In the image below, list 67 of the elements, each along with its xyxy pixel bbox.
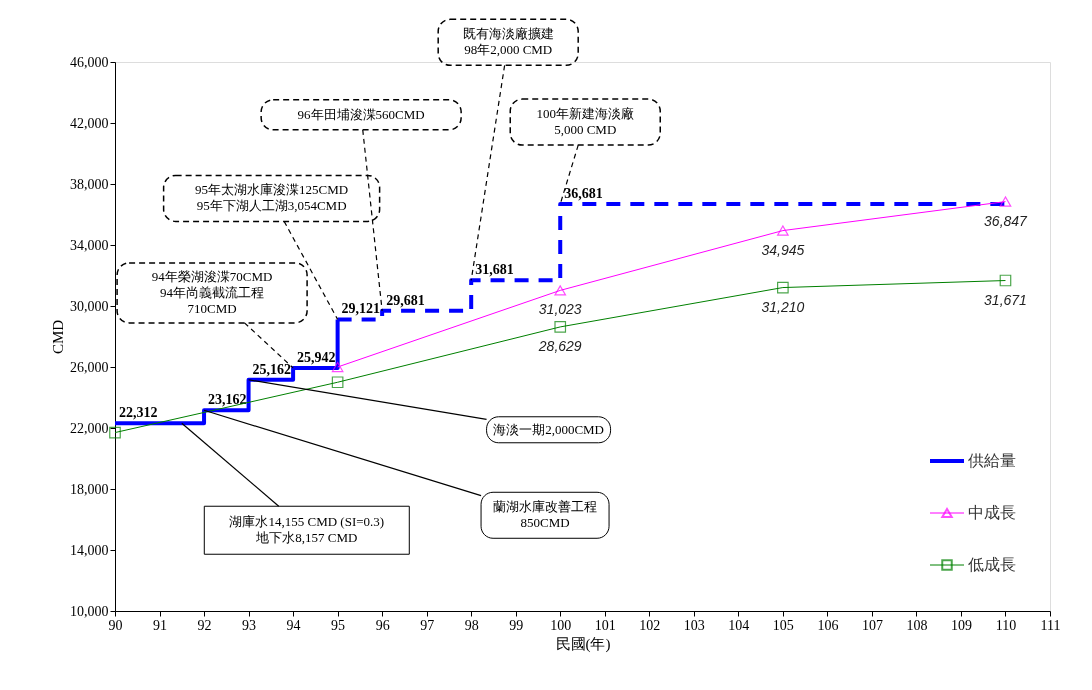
legend-label: 低成長 [968,556,1016,573]
x-tick-label: 103 [683,617,705,633]
data-label: 36,681 [564,186,603,202]
legend-label: 供給量 [968,452,1016,469]
data-label: 34,945 [761,241,805,258]
x-axis-title: 民國(年) [555,635,611,653]
data-label: 31,681 [475,262,514,278]
annotation: 94年榮湖浚渫70CMD 94年尚義截流工程 710CMD [151,268,273,316]
y-axis-title: CMD [50,319,66,355]
annotation: 既有海淡廠擴建 98年2,000 CMD [462,26,554,58]
x-tick-label: 107 [861,617,883,633]
point [109,426,121,439]
point [999,196,1012,207]
annotation: 95年太湖水庫浚渫125CMD 95年下湖人工湖3,054CMD [195,182,349,214]
x-tick-label: 101 [594,617,616,633]
point [331,376,344,389]
x-tick-label: 98 [464,617,479,633]
data-label: 29,681 [386,292,425,308]
legend-label: 中成長 [968,504,1016,521]
annotation: 湖庫水14,155 CMD (SI=0.3) 地下水8,157 CMD [229,514,385,546]
x-tick-label: 94 [286,617,301,633]
data-label: 25,162 [252,361,292,377]
x-tick-label: 105 [772,617,794,633]
x-tick-label: 100 [550,617,572,633]
data-label: 29,121 [341,301,381,317]
data-label: 22,312 [119,405,158,421]
y-tick-label: 42,000 [70,115,109,131]
y-tick-label: 18,000 [70,481,109,497]
data-label: 31,671 [984,291,1027,308]
annotation: 海淡一期2,000CMD [493,421,605,437]
x-tick-label: 109 [950,617,972,633]
point [554,285,567,296]
x-tick-label: 99 [509,617,524,633]
data-label: 25,942 [297,349,336,365]
point [777,225,789,236]
y-tick-label: 38,000 [70,176,109,192]
data-label: 28,629 [537,337,582,354]
annotation: 蘭湖水庫改善工程 850CMD [493,499,598,531]
x-tick-label: 102 [639,617,661,633]
data-label: 36,847 [984,212,1029,229]
y-tick-label: 34,000 [70,237,109,253]
annotation: 96年田埔浚渫560CMD [297,106,425,122]
y-tick-label: 46,000 [70,54,109,70]
point [554,321,567,333]
y-tick-label: 22,000 [70,420,109,436]
x-tick-label: 110 [995,617,1017,633]
x-tick-label: 96 [375,617,390,633]
y-tick-label: 14,000 [70,542,109,558]
point [777,281,789,294]
data-label: 31,210 [761,298,805,315]
y-tick-label: 26,000 [70,359,109,375]
x-tick-label: 91 [153,617,168,633]
x-tick-label: 111 [1040,617,1061,633]
data-label: 23,162 [208,392,247,408]
point [999,274,1012,287]
x-tick-label: 93 [242,617,257,633]
y-tick-label: 30,000 [70,298,109,314]
x-tick-label: 92 [197,617,212,633]
x-tick-label: 97 [420,617,435,633]
x-tick-label: 108 [906,617,928,633]
x-tick-label: 104 [728,617,750,633]
x-tick-label: 90 [108,617,123,633]
x-tick-label: 95 [331,617,346,633]
y-tick-label: 10,000 [70,603,109,619]
x-tick-label: 106 [817,617,839,633]
annotation: 100年新建海淡廠 5,000 CMD [536,106,634,138]
data-label: 31,023 [538,301,582,318]
